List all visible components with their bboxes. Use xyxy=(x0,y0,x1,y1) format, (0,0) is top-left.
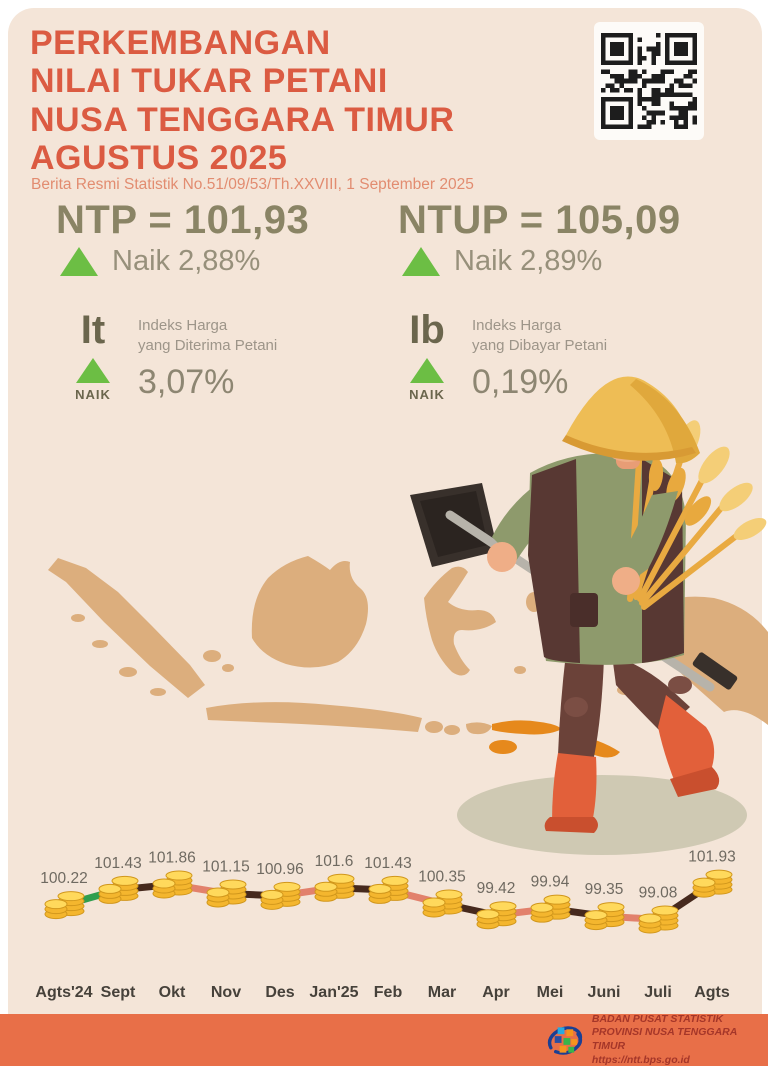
ib-direction: NAIK xyxy=(409,387,445,402)
point-value-label: 101.43 xyxy=(94,855,141,872)
up-arrow-icon xyxy=(402,247,440,276)
coin-stack-marker xyxy=(44,891,85,920)
title-line-1: PERKEMBANGAN xyxy=(30,24,331,62)
farmer-illustration xyxy=(410,376,767,855)
ntup-value: NTUP = 105,09 xyxy=(398,198,681,242)
point-value-label: 99.94 xyxy=(531,874,570,891)
it-desc-line2: yang Diterima Petani xyxy=(138,336,278,354)
up-arrow-icon xyxy=(76,358,110,383)
ntp-summary: NTP = 101,93 Naik 2,88% xyxy=(56,198,309,278)
it-symbol: It xyxy=(80,308,106,352)
point-value-label: 99.35 xyxy=(585,881,624,898)
month-label: Apr xyxy=(482,984,510,1001)
point-value-label: 99.08 xyxy=(639,884,678,901)
month-label: Agts xyxy=(694,984,730,1001)
release-subtitle: Berita Resmi Statistik No.51/09/53/Th.XX… xyxy=(31,176,474,193)
coin-stack-marker xyxy=(584,902,625,931)
ntp-value: NTP = 101,93 xyxy=(56,198,310,242)
footer-url[interactable]: https://ntt.bps.go.id xyxy=(591,1053,690,1066)
footer-bar: BADAN PUSAT STATISTIK PROVINSI NUSA TENG… xyxy=(0,1013,768,1066)
point-value-label: 101.15 xyxy=(202,858,249,875)
qr-code-pattern xyxy=(601,33,697,129)
up-arrow-icon xyxy=(60,247,98,276)
footer-org-line2: PROVINSI NUSA TENGGARA TIMUR xyxy=(591,1026,737,1052)
month-label: Mei xyxy=(537,984,564,1001)
point-value-label: 100.96 xyxy=(256,861,303,878)
it-percent: 3,07% xyxy=(138,363,235,401)
it-direction: NAIK xyxy=(75,387,111,402)
coin-stack-marker xyxy=(422,889,463,918)
month-label: Agts'24 xyxy=(35,984,92,1001)
point-value-label: 101.93 xyxy=(688,849,735,866)
ib-description: Indeks Harga yang Dibayar Petani xyxy=(472,316,607,355)
point-value-label: 101.43 xyxy=(364,855,411,872)
qr-code[interactable] xyxy=(594,22,704,140)
ib-symbol: Ib xyxy=(409,308,445,352)
month-label: Juli xyxy=(644,984,672,1001)
month-label: Mar xyxy=(428,984,456,1001)
coin-stack-marker xyxy=(476,901,517,930)
coin-stack-marker xyxy=(98,875,139,904)
ntp-change: Naik 2,88% xyxy=(112,245,261,277)
coin-stack-marker xyxy=(368,875,409,904)
page-title: PERKEMBANGAN NILAI TUKAR PETANI NUSA TEN… xyxy=(30,24,590,178)
month-label: Jan'25 xyxy=(309,984,358,1001)
coin-stack-marker xyxy=(152,870,193,899)
ntup-change: Naik 2,89% xyxy=(454,245,603,277)
it-index-block: It NAIK Indeks Harga yang Diterima Petan… xyxy=(64,310,277,402)
month-label: Sept xyxy=(101,984,136,1001)
coin-stack-marker xyxy=(260,881,301,910)
it-description: Indeks Harga yang Diterima Petani xyxy=(138,316,277,355)
ntup-summary: NTUP = 105,09 Naik 2,89% xyxy=(398,198,681,278)
month-label: Okt xyxy=(159,984,186,1001)
coin-stack-marker xyxy=(638,905,679,934)
coin-stack-marker xyxy=(692,869,733,898)
point-value-label: 100.22 xyxy=(40,870,87,887)
point-value-label: 99.42 xyxy=(477,880,516,897)
coin-stack-marker xyxy=(206,879,247,908)
it-desc-line1: Indeks Harga xyxy=(138,317,228,334)
coin-stack-marker xyxy=(314,873,355,902)
ib-percent: 0,19% xyxy=(472,363,569,401)
ib-desc-line1: Indeks Harga xyxy=(472,317,562,334)
title-line-3: NUSA TENGGARA TIMUR xyxy=(30,100,455,139)
title-line-2: NILAI TUKAR PETANI xyxy=(30,62,388,101)
footer-text: BADAN PUSAT STATISTIK PROVINSI NUSA TENG… xyxy=(592,1013,768,1066)
footer-org-line1: BADAN PUSAT STATISTIK xyxy=(591,1012,724,1025)
month-label: Nov xyxy=(211,984,241,1001)
coin-stack-marker xyxy=(530,894,571,923)
up-arrow-icon xyxy=(410,358,444,383)
ib-desc-line2: yang Dibayar Petani xyxy=(472,336,608,354)
point-value-label: 101.86 xyxy=(148,850,195,867)
point-value-label: 101.6 xyxy=(315,853,354,870)
ntp-trend-chart: 100.22 101.43 101.86 101.15 100.96 101.6 101.4… xyxy=(35,849,735,1001)
title-line-4: AGUSTUS 2025 xyxy=(30,139,288,178)
bps-logo xyxy=(547,1026,583,1055)
month-label: Juni xyxy=(588,984,621,1001)
ib-index-block: Ib NAIK Indeks Harga yang Dibayar Petani… xyxy=(398,310,607,402)
month-label: Feb xyxy=(374,984,403,1001)
point-value-label: 100.35 xyxy=(418,869,465,886)
month-label: Des xyxy=(265,984,294,1001)
